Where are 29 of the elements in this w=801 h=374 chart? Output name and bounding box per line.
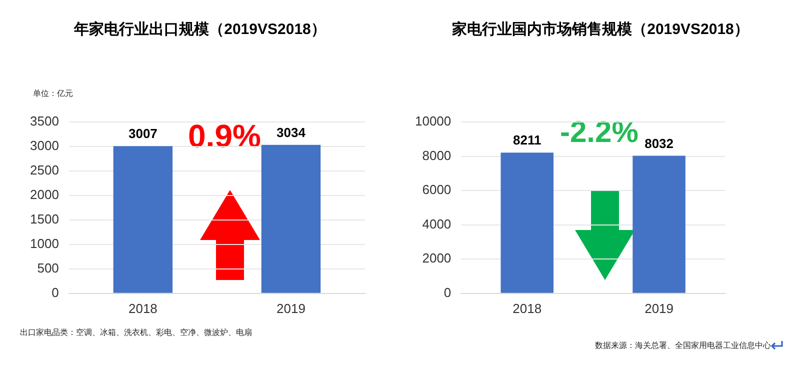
y-tick-label: 0 [52,284,59,300]
y-tick-label: 1000 [30,236,59,252]
y-tick-label: 2500 [30,162,59,178]
data-label: 3034 [276,124,306,140]
y-tick-label: 10000 [414,114,452,129]
x-tick-label: 2019 [276,300,306,316]
y-tick-label: 3000 [30,138,59,154]
x-tick-label: 2018 [128,300,158,316]
y-tick-label: 4000 [422,216,452,232]
text: 单位：亿元 [33,88,73,99]
y-tick-label: 500 [37,260,59,276]
y-tick-label: 1500 [30,212,59,227]
y-tick-label: 2000 [422,250,452,266]
annotation: -2.2% [560,116,638,150]
annotation: 0.9% [188,118,261,155]
y-tick-label: 2000 [30,187,59,202]
y-tick-label: 3500 [30,114,59,129]
data-label: 8211 [513,132,542,148]
source-note: 数据来源：海关总署、全国家用电器工业信息中心 [595,340,771,351]
y-tick-label: 0 [444,284,452,300]
x-tick-label: 2018 [512,300,542,316]
y-tick-label: 8000 [422,148,452,163]
chart-title: 年家电行业出口规模（2019VS2018） [72,20,327,39]
chart-title: 家电行业国内市场销售规模（2019VS2018） [451,20,750,39]
text: 出口家电品类：空调、冰箱、洗衣机、彩电、空净、微波炉、电扇 [20,327,252,338]
x-tick-label: 2019 [644,300,674,316]
data-label: 8032 [644,136,674,151]
y-tick-label: 6000 [422,182,452,198]
data-label: 3007 [128,126,158,142]
